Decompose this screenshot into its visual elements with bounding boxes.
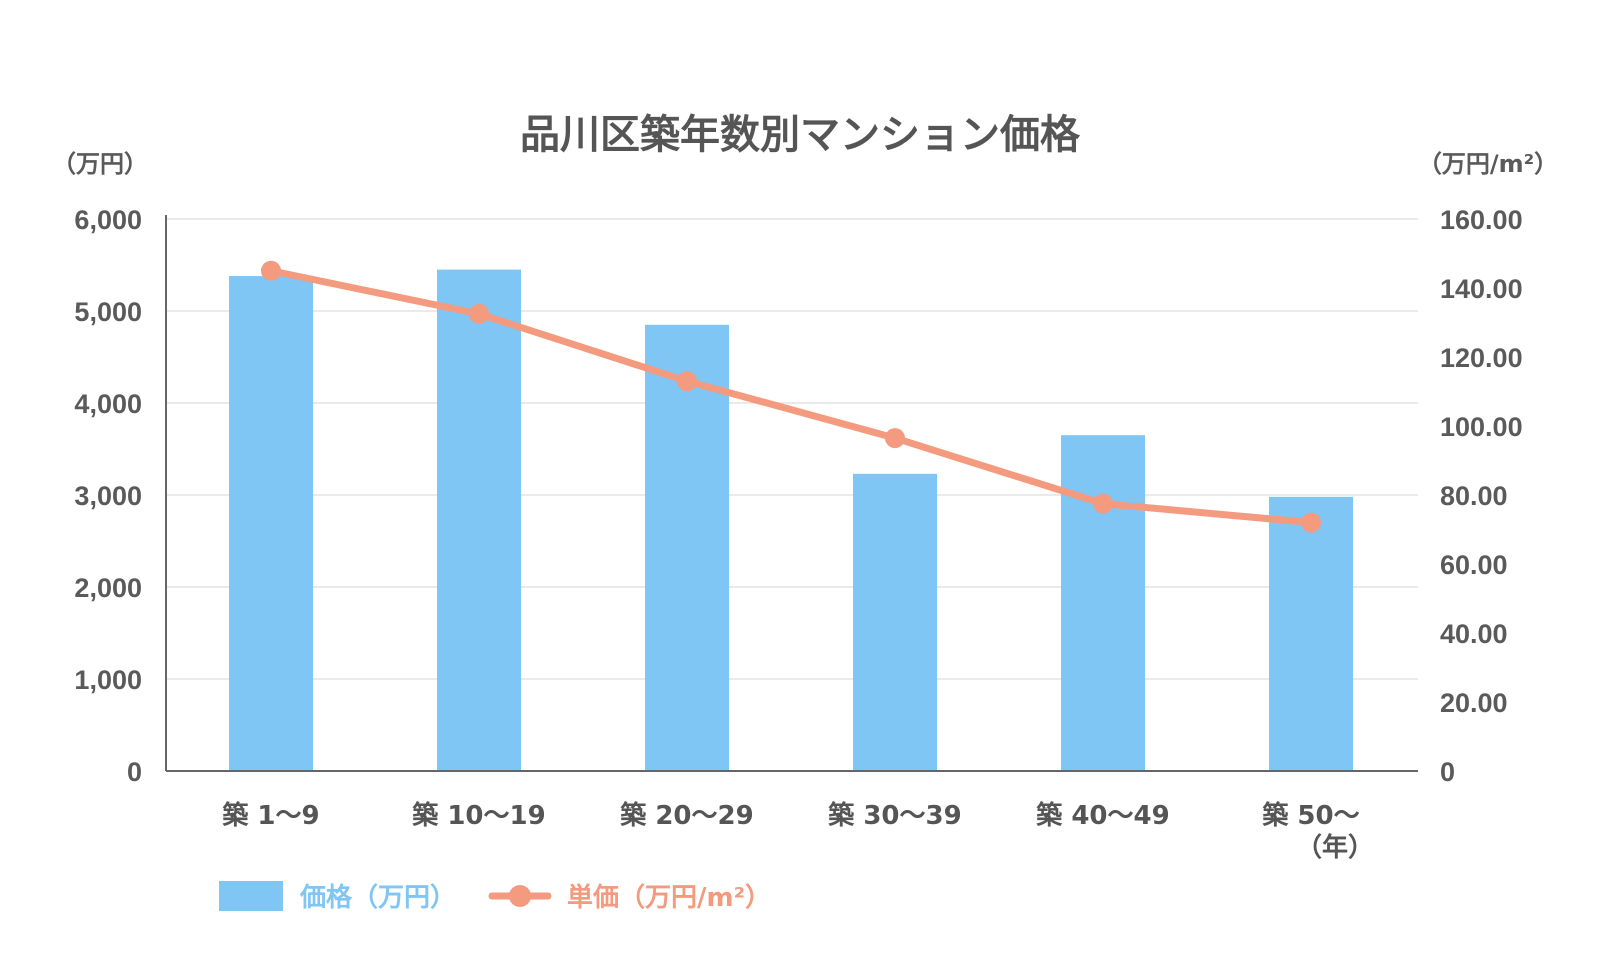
x-tick-label: 築 30〜39 <box>827 800 961 831</box>
x-tick-label: 築 10〜19 <box>411 800 545 831</box>
bar <box>853 473 937 771</box>
x-tick-label: 築 20〜29 <box>619 800 753 831</box>
legend-bar-swatch <box>219 881 283 911</box>
line-series <box>261 260 1321 533</box>
bar <box>645 324 729 771</box>
y-right-tick-label: 60.00 <box>1440 550 1508 580</box>
line-point <box>885 428 905 449</box>
x-tick-label: 築 1〜9 <box>221 800 319 831</box>
chart-title: 品川区築年数別マンション価格 <box>520 112 1081 158</box>
y-left-tick-label: 4,000 <box>74 389 142 419</box>
axes <box>165 215 1418 772</box>
y-left-tick-label: 3,000 <box>74 481 142 511</box>
tick-labels: 0 1,000 2,000 3,000 4,000 5,000 6,000 0 20.00 40.… <box>74 205 1522 831</box>
line-point <box>469 303 489 324</box>
y-left-tick-label: 0 <box>127 757 142 787</box>
y-left-tick-label: 2,000 <box>74 573 142 603</box>
y-right-tick-label: 20.00 <box>1440 688 1508 718</box>
line-point <box>677 371 697 392</box>
y-left-tick-label: 1,000 <box>74 665 142 695</box>
line-point <box>1301 512 1321 533</box>
line-point <box>1093 493 1113 514</box>
line-point <box>261 260 281 281</box>
bar <box>437 269 521 771</box>
legend: 価格（万円） 単価（万円/m²） <box>219 881 771 913</box>
y-right-tick-label: 140.00 <box>1440 274 1523 304</box>
y-right-tick-label: 160.00 <box>1440 205 1523 235</box>
right-axis-unit: （万円/m²） <box>1418 150 1558 178</box>
series-line <box>267 267 1315 527</box>
x-tick-label: 築 40〜49 <box>1035 800 1169 831</box>
gridlines <box>166 218 1418 680</box>
y-right-tick-label: 100.00 <box>1440 412 1523 442</box>
bar-series <box>229 269 1353 771</box>
bar <box>229 276 313 771</box>
y-left-tick-label: 5,000 <box>74 297 142 327</box>
legend-line-label: 単価（万円/m²） <box>567 883 771 913</box>
y-right-tick-label: 0 <box>1440 757 1455 787</box>
bar <box>1269 496 1353 771</box>
x-axis-unit: （年） <box>1296 832 1374 863</box>
y-left-tick-label: 6,000 <box>74 205 142 235</box>
bar <box>1061 435 1145 771</box>
legend-bar-label: 価格（万円） <box>299 882 456 913</box>
y-right-tick-label: 40.00 <box>1440 619 1508 649</box>
x-tick-label: 築 50〜 <box>1261 800 1359 831</box>
legend-line-marker <box>509 885 531 907</box>
y-right-tick-label: 120.00 <box>1440 343 1523 373</box>
left-axis-unit: （万円） <box>52 150 148 178</box>
y-right-tick-label: 80.00 <box>1440 481 1508 511</box>
